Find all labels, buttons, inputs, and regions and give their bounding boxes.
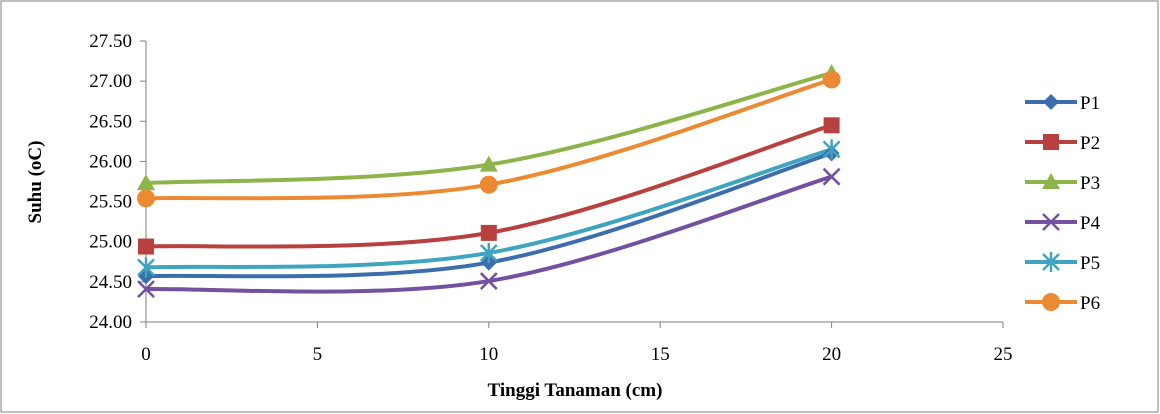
legend-swatch-marker xyxy=(1042,252,1060,272)
legend-swatch-marker xyxy=(1043,94,1059,110)
x-tick-label: 15 xyxy=(651,344,670,365)
y-tick-label: 24.50 xyxy=(89,272,132,293)
x-tick-label: 25 xyxy=(994,344,1013,365)
data-point-p6-2 xyxy=(822,70,841,89)
legend-item-p5: P5 xyxy=(1025,252,1100,274)
x-tick-label: 0 xyxy=(141,344,151,365)
data-point-p5-1 xyxy=(479,242,498,263)
legend-label: P1 xyxy=(1080,93,1100,114)
y-tick-label: 26.50 xyxy=(89,111,132,132)
y-ticks: 24.00 24.50 25.00 25.50 26.00 26.50 27.00 27.50 xyxy=(89,31,146,333)
legend-item-p6: P6 xyxy=(1025,293,1100,314)
legend-swatch-marker xyxy=(1042,173,1060,189)
legend-swatch-marker xyxy=(1043,134,1059,150)
legend-item-p2: P2 xyxy=(1025,133,1100,154)
legend: P1 P2 P3 P4 P5 P6 xyxy=(1025,93,1101,314)
y-tick-label: 25.50 xyxy=(89,192,132,213)
y-tick-label: 27.00 xyxy=(89,71,132,92)
data-point-p3-1 xyxy=(479,155,498,172)
data-point-p5-2 xyxy=(822,139,841,160)
x-tick-label: 20 xyxy=(822,344,841,365)
y-tick-label: 26.00 xyxy=(89,151,132,172)
data-point-p4-1 xyxy=(479,272,498,290)
legend-label: P5 xyxy=(1080,253,1100,274)
data-point-p2-0 xyxy=(138,238,154,255)
data-point-p5-0 xyxy=(137,257,155,278)
x-ticks: 0 5 10 15 20 25 xyxy=(141,322,1013,365)
legend-item-p3: P3 xyxy=(1025,173,1100,194)
legend-item-p1: P1 xyxy=(1025,93,1100,114)
legend-item-p4: P4 xyxy=(1025,213,1101,234)
data-point-p3-0 xyxy=(137,174,155,191)
x-axis-title: Tinggi Tanaman (cm) xyxy=(488,380,663,401)
series-markers xyxy=(137,64,841,298)
data-point-p4-2 xyxy=(822,167,841,186)
legend-swatch-marker xyxy=(1042,293,1060,311)
data-point-p6-1 xyxy=(479,175,498,194)
x-tick-label: 10 xyxy=(479,344,498,365)
data-point-p4-0 xyxy=(137,280,155,298)
y-tick-label: 25.00 xyxy=(89,232,132,253)
x-tick-label: 5 xyxy=(313,344,323,365)
data-point-p2-1 xyxy=(480,224,497,241)
legend-label: P4 xyxy=(1080,213,1101,234)
y-tick-label: 27.50 xyxy=(89,31,132,52)
data-point-p6-0 xyxy=(137,189,155,208)
legend-label: P3 xyxy=(1080,173,1100,194)
legend-swatch-marker xyxy=(1042,213,1060,231)
y-tick-label: 24.00 xyxy=(89,312,132,333)
data-point-p2-2 xyxy=(823,117,840,134)
legend-label: P2 xyxy=(1080,133,1100,154)
y-axis-title: Suhu (oC) xyxy=(25,141,46,224)
legend-label: P6 xyxy=(1080,293,1100,314)
